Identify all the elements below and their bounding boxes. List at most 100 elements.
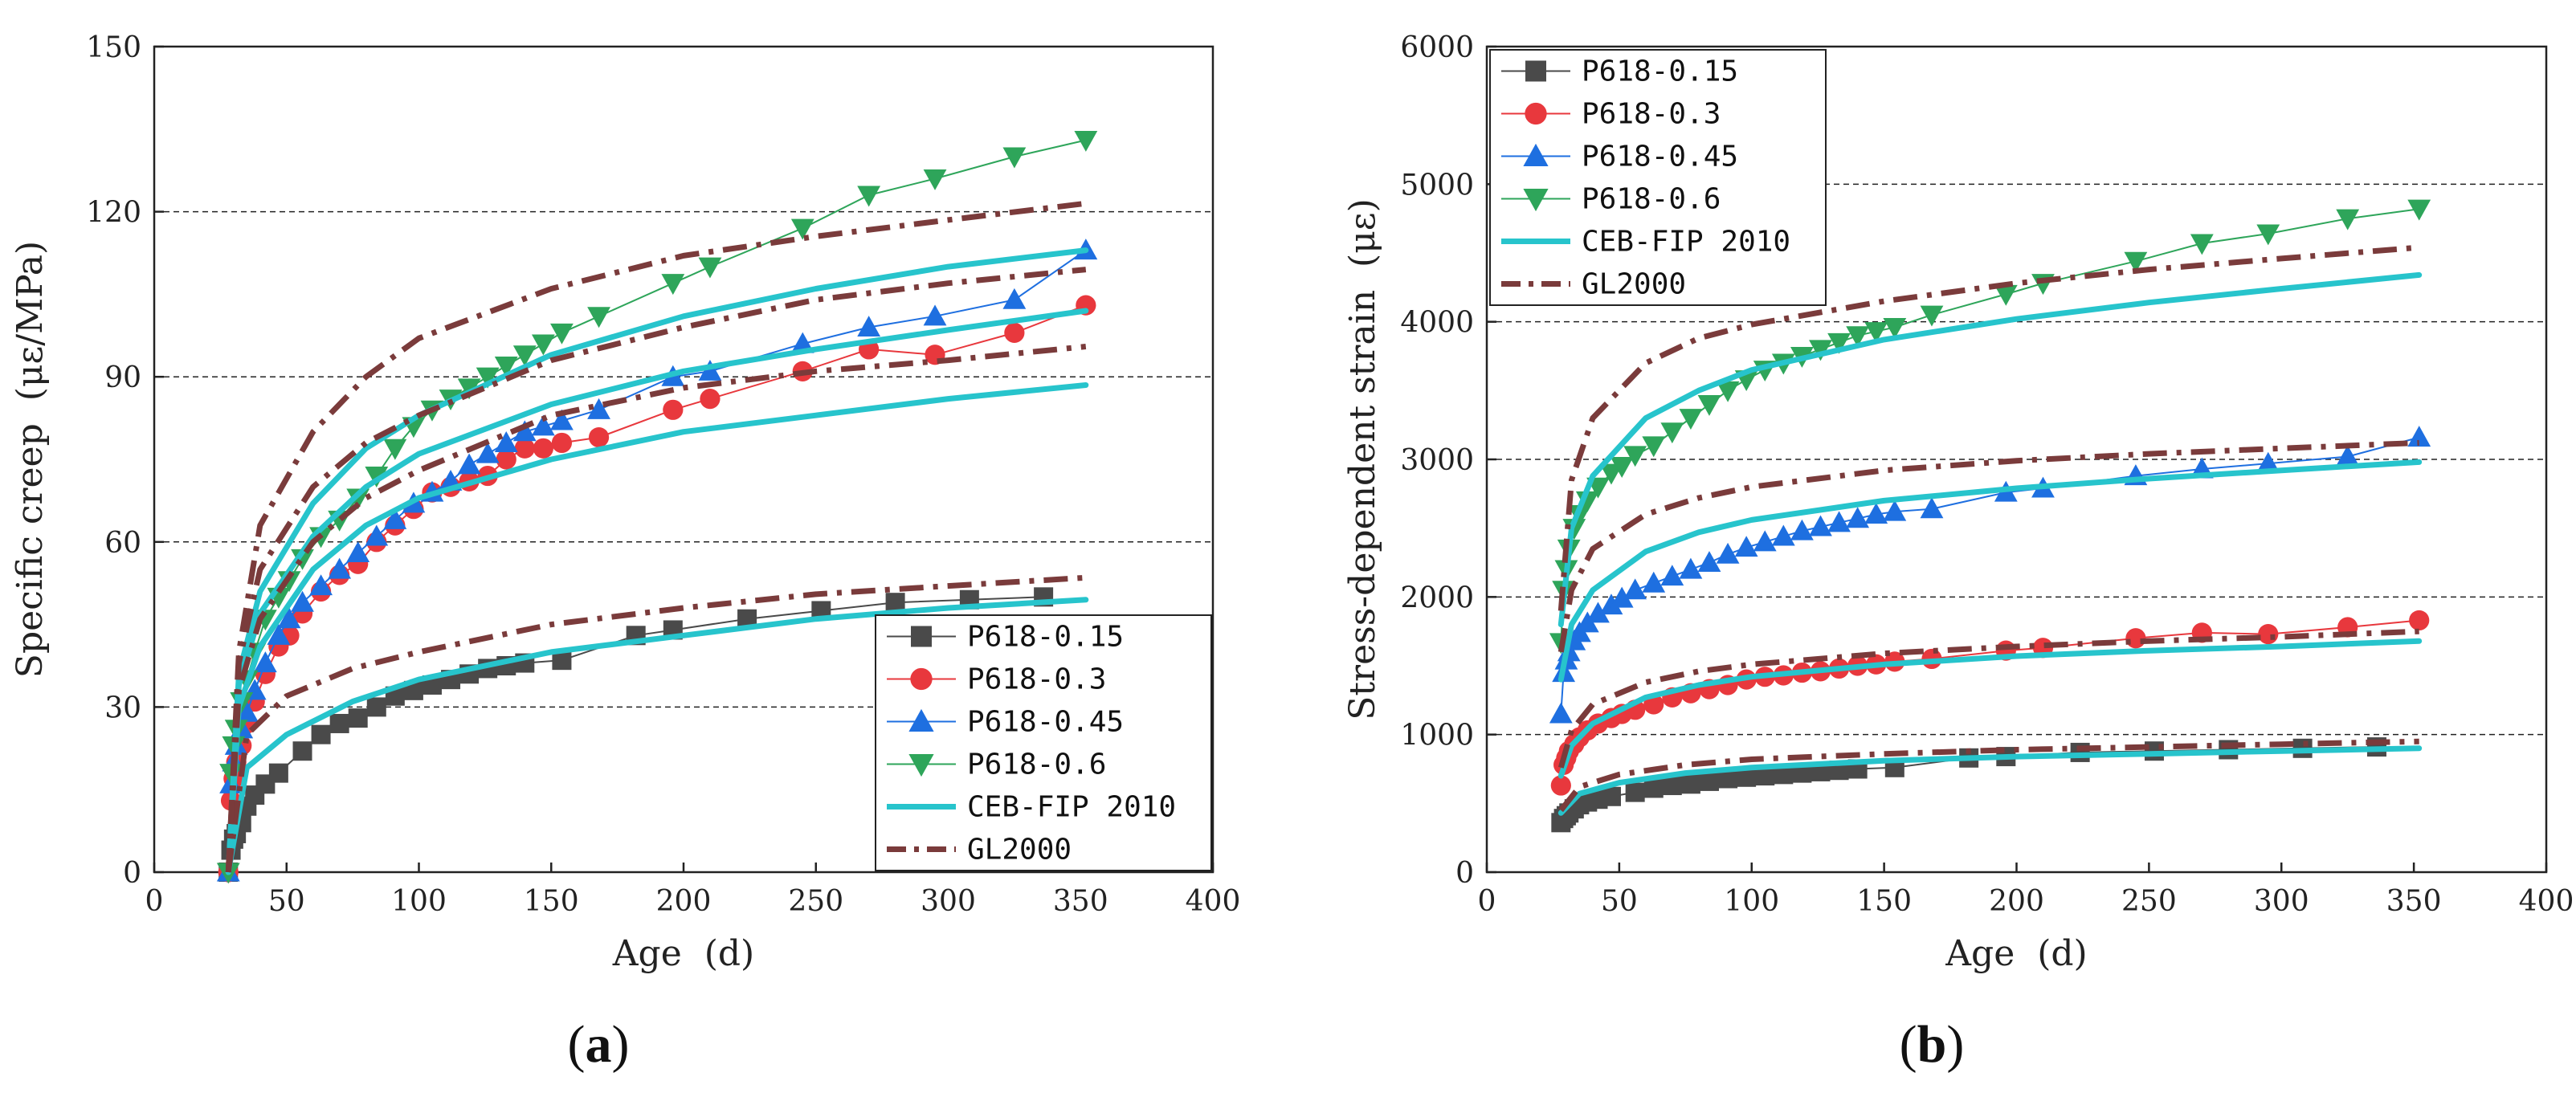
data-point xyxy=(476,367,500,389)
data-point xyxy=(292,741,312,761)
panel-label-open: ( xyxy=(1900,1015,1917,1074)
y-tick-label: 0 xyxy=(1455,857,1474,890)
fit-line xyxy=(225,382,1089,875)
x-axis-title: Age (d) xyxy=(612,933,754,974)
data-point xyxy=(1610,457,1634,478)
data-point xyxy=(1716,381,1740,402)
legend-label: P618-0.6 xyxy=(1582,183,1721,216)
data-point xyxy=(383,508,407,529)
data-point xyxy=(2258,623,2279,645)
x-tick-label: 400 xyxy=(2519,885,2574,918)
series-ceb-fip-2010 xyxy=(1557,638,2423,779)
data-point xyxy=(700,389,721,410)
chart-a: 0 50 100 150 200 250 300 350 400 0 30 60 90 120 150 Age… xyxy=(10,31,1240,1074)
series-p618-0-15 xyxy=(1551,737,2386,833)
data-point xyxy=(1586,602,1610,623)
legend-marker xyxy=(1525,60,1546,82)
x-tick-label: 100 xyxy=(1724,885,1779,918)
legend-label: CEB-FIP 2010 xyxy=(1582,226,1790,259)
series-gl2000 xyxy=(1558,738,2419,813)
data-point xyxy=(1002,288,1027,309)
data-point xyxy=(1699,771,1719,791)
y-tick-label: 30 xyxy=(104,691,141,724)
data-point xyxy=(1623,446,1647,467)
data-point xyxy=(311,724,331,744)
series-ceb-fip-2010 xyxy=(1557,459,2423,683)
data-point xyxy=(1662,776,1682,796)
data-point xyxy=(476,442,500,463)
panel-label: (a) xyxy=(568,1015,630,1074)
data-point xyxy=(346,541,370,563)
legend-label: P618-0.6 xyxy=(967,748,1106,781)
data-point xyxy=(1883,318,1907,339)
data-point xyxy=(1004,322,1025,343)
data-point xyxy=(291,590,314,612)
legend-box xyxy=(1489,49,1827,306)
data-point xyxy=(587,398,610,419)
data-point xyxy=(494,356,518,377)
data-point xyxy=(268,763,288,783)
series-ceb-fip-2010 xyxy=(1557,745,2423,816)
data-point xyxy=(309,574,333,596)
x-tick-label: 0 xyxy=(145,885,164,918)
legend-entry: P618-0.45 xyxy=(887,706,1124,739)
data-point xyxy=(457,453,481,475)
y-tick-label: 90 xyxy=(104,361,141,394)
legend-entry: GL2000 xyxy=(1501,268,1686,301)
legend-entry: P618-0.6 xyxy=(887,748,1106,781)
data-point xyxy=(365,524,389,546)
data-point xyxy=(1660,565,1684,586)
data-point xyxy=(1809,515,1832,536)
data-point xyxy=(550,409,574,430)
data-point xyxy=(1790,519,1814,540)
fit-line xyxy=(225,574,1087,873)
data-point xyxy=(551,432,573,454)
data-point xyxy=(531,334,555,356)
data-point xyxy=(329,713,349,733)
data-point xyxy=(346,488,370,510)
legend-label: P618-0.15 xyxy=(967,621,1124,654)
x-tick-label: 200 xyxy=(656,885,712,918)
panel-label: (b) xyxy=(1900,1015,1965,1074)
data-point xyxy=(1679,557,1703,579)
data-point xyxy=(923,169,947,190)
data-point xyxy=(2336,445,2360,467)
x-tick-label: 150 xyxy=(524,885,579,918)
x-tick-label: 250 xyxy=(2121,885,2177,918)
data-point xyxy=(1920,497,1944,519)
data-point xyxy=(383,438,407,460)
fit-line xyxy=(225,200,1087,873)
data-point xyxy=(533,438,553,459)
fit-line xyxy=(225,267,1087,873)
data-point xyxy=(328,557,352,579)
legend-entry: P618-0.15 xyxy=(887,621,1124,654)
legend-marker xyxy=(1525,102,1547,125)
data-point xyxy=(1623,578,1647,600)
data-point xyxy=(1864,503,1888,524)
data-point xyxy=(1771,524,1795,546)
legend-marker xyxy=(911,626,932,647)
fit-line xyxy=(225,344,1087,873)
legend-label: GL2000 xyxy=(1582,268,1686,301)
data-point xyxy=(1827,511,1851,532)
data-point xyxy=(550,323,574,345)
x-tick-label: 350 xyxy=(2386,885,2442,918)
data-point xyxy=(348,708,368,728)
x-tick-label: 100 xyxy=(391,885,447,918)
legend: P618-0.15 P618-0.3 P618-0.45 P618-0.6 CEB-FI… xyxy=(1489,49,1827,306)
data-point xyxy=(2336,209,2360,230)
data-point xyxy=(661,274,685,296)
data-point xyxy=(587,307,610,328)
data-point xyxy=(923,304,947,326)
data-point xyxy=(2190,234,2214,255)
y-tick-label: 6000 xyxy=(1400,31,1474,64)
data-point xyxy=(698,257,722,279)
x-tick-label: 400 xyxy=(1186,885,1241,918)
data-point xyxy=(1625,782,1645,802)
series-ceb-fip-2010 xyxy=(225,308,1089,875)
y-tick-label: 0 xyxy=(123,857,141,890)
legend-label: P618-0.3 xyxy=(967,663,1106,696)
data-point xyxy=(1734,536,1758,557)
